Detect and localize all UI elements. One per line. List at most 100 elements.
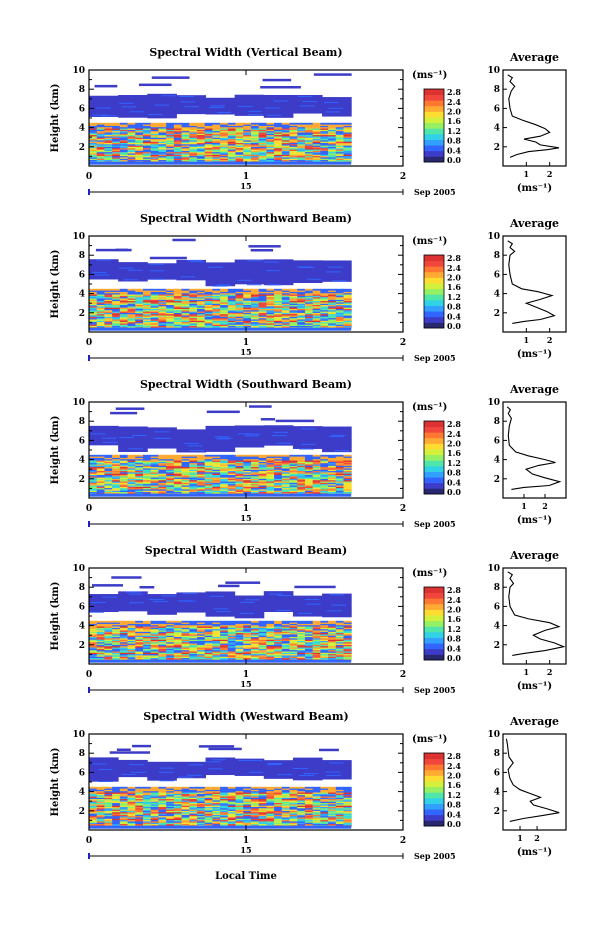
heatmap-cell: [227, 457, 237, 460]
heatmap-cell: [119, 656, 129, 659]
heatmap-cell: [96, 471, 105, 474]
heatmap-cell: [104, 309, 113, 312]
heatmap-cell: [250, 291, 260, 294]
heatmap-cell: [127, 471, 136, 474]
heatmap-cell: [335, 491, 344, 494]
heatmap-cell: [297, 290, 306, 292]
heatmap-cell: [150, 145, 159, 147]
heatmap-cell: [204, 128, 213, 130]
heatmap-cell: [89, 465, 98, 468]
heatmap-cell: [312, 454, 321, 457]
heatmap-cell: [119, 149, 129, 151]
heatmap-cell: [328, 483, 337, 486]
heatmap-cell: [297, 818, 306, 821]
heatmap-cell: [335, 313, 344, 316]
heatmap-cell: [281, 656, 290, 659]
heatmap-cell: [166, 816, 175, 819]
heatmap-cell: [196, 622, 206, 624]
heatmap-cell: [243, 635, 252, 638]
heatmap-cell: [119, 811, 129, 814]
heatmap-cell: [304, 454, 314, 457]
heatmap-cell: [258, 471, 267, 474]
heatmap-cell: [335, 473, 344, 475]
heatmap-cell: [158, 483, 167, 486]
heatmap-cell: [220, 823, 229, 826]
heatmap-cell: [250, 125, 260, 128]
heatmap-cell: [304, 146, 314, 149]
heatmap-cell: [89, 95, 119, 117]
heatmap-cell: [220, 147, 229, 150]
heatmap-cell: [181, 491, 190, 494]
heatmap-cell: [127, 134, 136, 137]
heatmap-cell: [220, 649, 229, 652]
heatmap-cell: [335, 815, 344, 818]
heatmap-cell: [158, 295, 167, 298]
heatmap-cell: [96, 462, 105, 465]
heatmap-cell: [104, 325, 113, 328]
heatmap-cell: [212, 300, 221, 303]
heatmap-cell: [104, 645, 113, 648]
heatmap-cell: [121, 106, 137, 108]
heatmap-cell: [227, 320, 237, 323]
heatmap-cell: [304, 290, 314, 292]
heatmap-cell: [158, 308, 167, 311]
heatmap-cell: [158, 320, 167, 323]
heatmap-cell: [96, 628, 105, 631]
heatmap-cell: [127, 479, 136, 482]
heatmap-cell: [289, 307, 298, 309]
heatmap-cell: [96, 137, 105, 140]
heatmap-cell: [119, 463, 129, 466]
heatmap-cell: [235, 626, 244, 628]
heatmap-cell: [320, 643, 329, 645]
heatmap-cell: [158, 641, 167, 644]
heatmap-cell: [181, 297, 190, 300]
heatmap-cell: [281, 635, 290, 638]
heatmap-cell: [150, 490, 159, 493]
heatmap-cell: [166, 130, 175, 133]
heatmap-cell: [297, 324, 306, 327]
heatmap-cell: [104, 653, 113, 656]
heatmap-cell: [123, 279, 138, 281]
heatmap-cell: [181, 650, 190, 653]
heatmap-cell: [304, 488, 314, 491]
heatmap-cell: [274, 129, 283, 132]
heatmap-cell: [96, 640, 105, 643]
heatmap-cell: [89, 656, 98, 659]
heatmap-cell: [150, 623, 159, 626]
heatmap-cell: [235, 487, 244, 490]
heatmap-cell: [150, 129, 159, 132]
heatmap-cell: [204, 146, 213, 149]
heatmap-cell: [328, 657, 337, 660]
heatmap-cell: [181, 137, 190, 140]
heatmap-cell: [274, 122, 283, 125]
heatmap-cell: [312, 133, 321, 136]
heatmap-cell: [150, 819, 159, 822]
heatmap-cell: [196, 644, 206, 647]
heatmap-cell: [274, 654, 283, 657]
heatmap-cell: [220, 466, 229, 469]
heatmap-cell: [89, 814, 98, 817]
heatmap-cell: [335, 129, 344, 132]
heatmap-cell: [96, 321, 105, 324]
heatmap-cell: [104, 624, 113, 627]
heatmap-cell: [250, 481, 260, 483]
heatmap-cell: [243, 623, 252, 626]
heatmap-cell: [258, 320, 267, 323]
heatmap-cell: [235, 457, 244, 460]
heatmap-cell: [227, 487, 237, 490]
heatmap-cell: [173, 483, 183, 486]
heatmap-cell: [119, 125, 129, 128]
heatmap-cell: [312, 135, 321, 138]
heatmap-cell: [158, 814, 167, 817]
heatmap-cell: [173, 122, 183, 125]
heatmap-cell: [281, 122, 290, 125]
heatmap-cell: [335, 470, 344, 473]
heatmap-cell: [189, 126, 198, 129]
heatmap-cell: [189, 477, 198, 479]
heatmap-cell: [281, 300, 290, 303]
heatmap-cell: [289, 639, 298, 641]
heatmap-cell: [196, 823, 206, 826]
heatmap-cell: [119, 296, 129, 299]
heatmap-cell: [96, 811, 105, 814]
heatmap-cell: [166, 466, 175, 469]
